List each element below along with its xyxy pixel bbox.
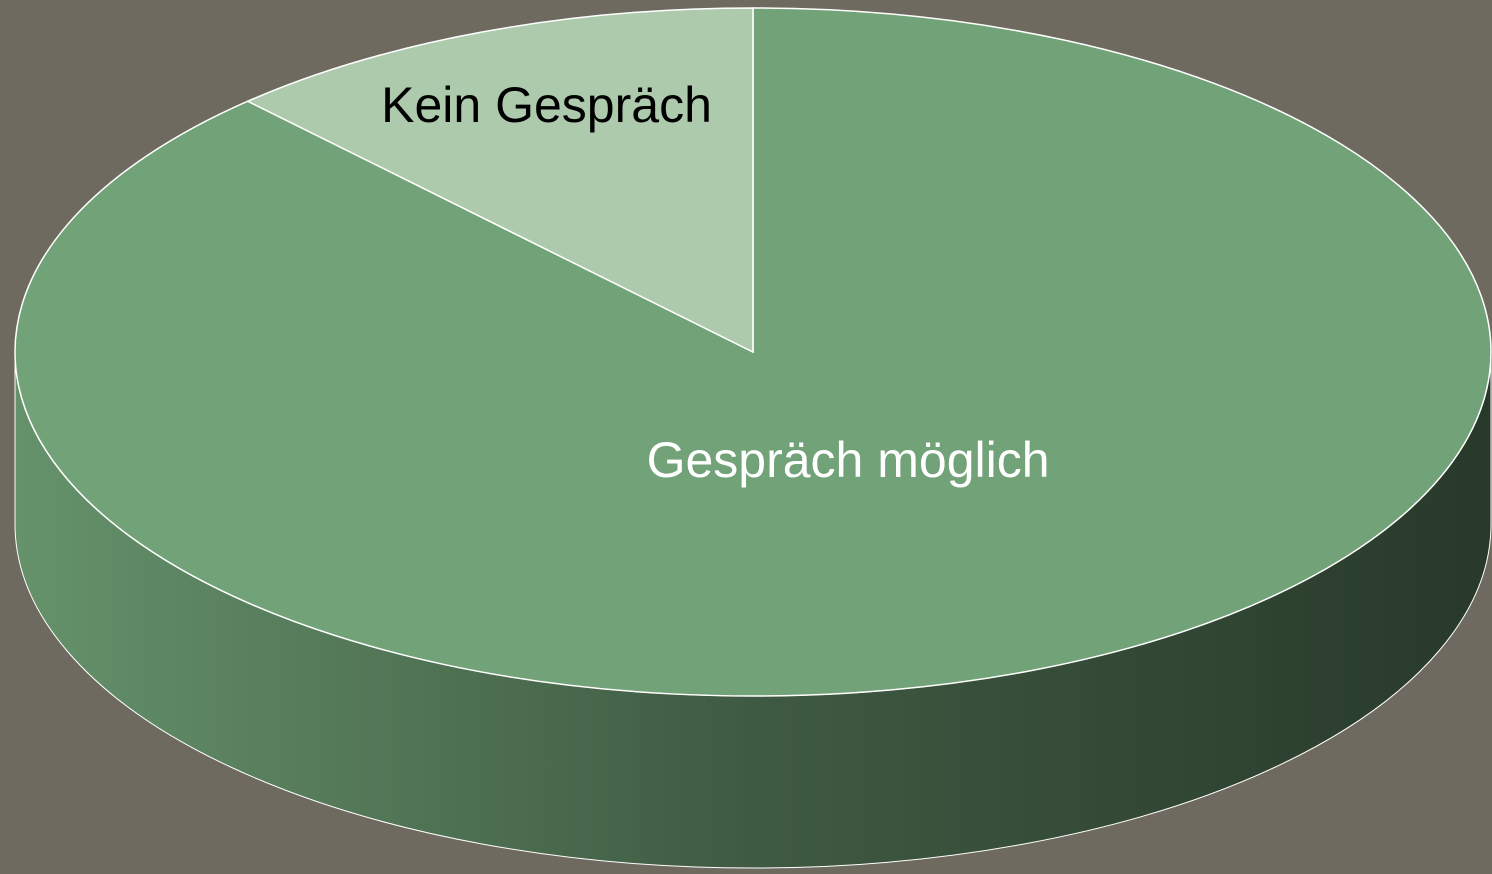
- slice: [246, 7, 754, 354]
- slice-label: Gespräch möglich: [647, 432, 1050, 488]
- slice-label: Kein Gespräch: [381, 77, 712, 133]
